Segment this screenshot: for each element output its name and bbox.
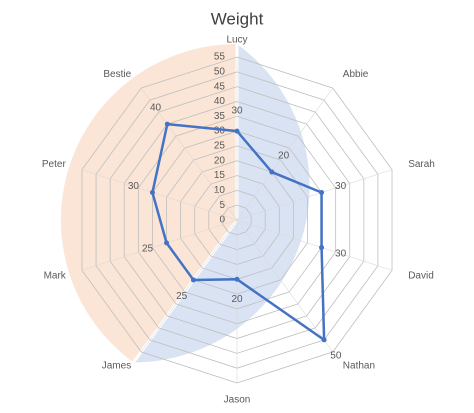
radar-point — [234, 276, 240, 282]
radar-point — [164, 121, 170, 127]
spoke — [81, 169, 238, 221]
category-label: David — [408, 270, 434, 281]
spoke — [236, 169, 393, 221]
category-label: Peter — [42, 159, 67, 170]
data-label: 30 — [128, 181, 140, 192]
r-tick-label: 15 — [214, 170, 226, 181]
chart-title: Weight — [211, 9, 264, 28]
radar-point — [234, 128, 240, 134]
radar-point — [190, 277, 196, 283]
r-tick-label: 0 — [219, 215, 225, 226]
data-label: 30 — [231, 106, 243, 117]
pie-slice-orange — [60, 43, 237, 363]
category-label: Bestie — [103, 69, 131, 80]
r-tick-label: 45 — [214, 81, 226, 92]
r-tick-label: 55 — [214, 52, 226, 63]
spoke — [236, 87, 334, 221]
r-tick-label: 40 — [214, 96, 226, 107]
r-tick-label: 20 — [214, 155, 226, 166]
radar-point — [269, 169, 275, 175]
category-label: Jason — [224, 395, 251, 406]
data-label: 30 — [335, 181, 347, 192]
radar-point — [321, 337, 327, 343]
category-label: Abbie — [343, 69, 369, 80]
radar-point — [319, 244, 325, 250]
r-tick-label: 35 — [214, 111, 226, 122]
data-label: 40 — [150, 103, 162, 114]
spoke — [81, 219, 238, 271]
category-label: Sarah — [408, 159, 435, 170]
data-label: 20 — [278, 151, 290, 162]
r-tick-label: 50 — [214, 66, 226, 77]
radar-point — [149, 190, 155, 196]
category-label: Mark — [44, 270, 67, 281]
data-label: 20 — [231, 294, 243, 305]
data-label: 25 — [176, 291, 188, 302]
r-tick-label: 5 — [219, 200, 225, 211]
radar-point — [164, 240, 170, 246]
spoke — [236, 219, 393, 271]
category-label: James — [102, 360, 131, 371]
data-label: 30 — [335, 248, 347, 259]
category-label: Lucy — [226, 35, 247, 46]
spoke — [140, 219, 238, 353]
data-label: 50 — [330, 351, 342, 362]
r-tick-label: 10 — [214, 185, 226, 196]
pie-slice-blue — [133, 44, 310, 363]
spoke — [140, 87, 238, 221]
radar-point — [319, 190, 325, 196]
spoke — [236, 219, 334, 353]
r-tick-label: 25 — [214, 141, 226, 152]
r-tick-label: 30 — [214, 126, 226, 137]
category-label: Nathan — [343, 360, 375, 371]
data-label: 25 — [142, 244, 154, 255]
